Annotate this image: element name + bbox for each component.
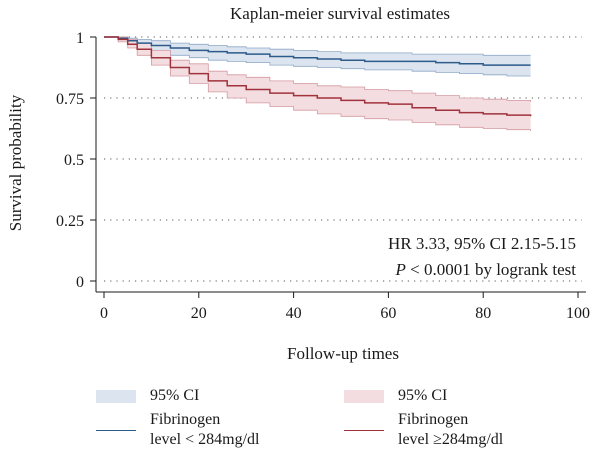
survival-line-0: [104, 36, 531, 66]
y-tick-label: 0.5: [64, 152, 84, 169]
p-value-annotation: P < 0.0001 by logrank test: [394, 260, 576, 279]
chart-legend: 95% CI 95% CI Fibrinogen level < 284mg/d…: [0, 370, 600, 458]
x-tick-label: 0: [100, 305, 108, 322]
legend-swatch-ci-low: [96, 389, 136, 403]
legend-label-ci-high: 95% CI: [398, 387, 448, 404]
legend-label-line-high-2: level ≥284mg/dl: [398, 431, 504, 448]
survival-curves: [104, 36, 532, 117]
legend-swatch-line-low: [96, 429, 136, 431]
chart-title: Kaplan-meier survival estimates: [230, 4, 450, 23]
survival-line-1: [104, 36, 532, 117]
x-tick-label: 80: [475, 305, 491, 322]
x-tick-label: 20: [191, 305, 207, 322]
legend-label-line-low: Fibrinogen level < 284mg/dl: [150, 410, 259, 450]
x-tick-label: 100: [566, 305, 590, 322]
p-value-text: < 0.0001 by logrank test: [406, 260, 576, 279]
ci-upper-edge-0: [104, 36, 531, 56]
confidence-bands: [104, 36, 531, 131]
y-tick-label: 0.75: [56, 91, 84, 108]
y-tick-label: 0.25: [56, 213, 84, 230]
legend-label-line-low-1: Fibrinogen: [150, 411, 221, 428]
y-axis-ticks: 0 0.25 0.5 0.75 1: [56, 30, 96, 291]
legend-item-ci-high: 95% CI: [344, 386, 447, 406]
y-axis-label: Survival probability: [6, 94, 25, 231]
legend-swatch-ci-high: [344, 389, 384, 403]
y-tick-label: 1: [76, 30, 84, 47]
legend-item-line-low: Fibrinogen level < 284mg/dl: [96, 410, 259, 450]
legend-item-line-high: Fibrinogen level ≥284mg/dl: [344, 410, 503, 450]
x-axis-ticks: 0 20 40 60 80 100: [100, 292, 590, 322]
y-tick-label: 0: [76, 274, 84, 291]
p-value-symbol: P: [394, 260, 405, 279]
legend-label-ci-low: 95% CI: [150, 387, 200, 404]
ci-band-0: [104, 37, 531, 76]
legend-swatch-line-high: [344, 429, 384, 431]
km-chart: Kaplan-meier survival estimates 0 0.25 0.5…: [6, 4, 590, 363]
x-tick-label: 40: [286, 305, 302, 322]
hr-annotation: HR 3.33, 95% CI 2.15-5.15: [388, 234, 576, 253]
legend-label-line-high-1: Fibrinogen: [398, 411, 469, 428]
legend-label-line-high: Fibrinogen level ≥284mg/dl: [398, 410, 503, 450]
legend-label-line-low-2: level < 284mg/dl: [150, 431, 260, 448]
x-tick-label: 60: [380, 305, 396, 322]
legend-item-ci-low: 95% CI: [96, 386, 199, 406]
x-axis-label: Follow-up times: [287, 344, 399, 363]
